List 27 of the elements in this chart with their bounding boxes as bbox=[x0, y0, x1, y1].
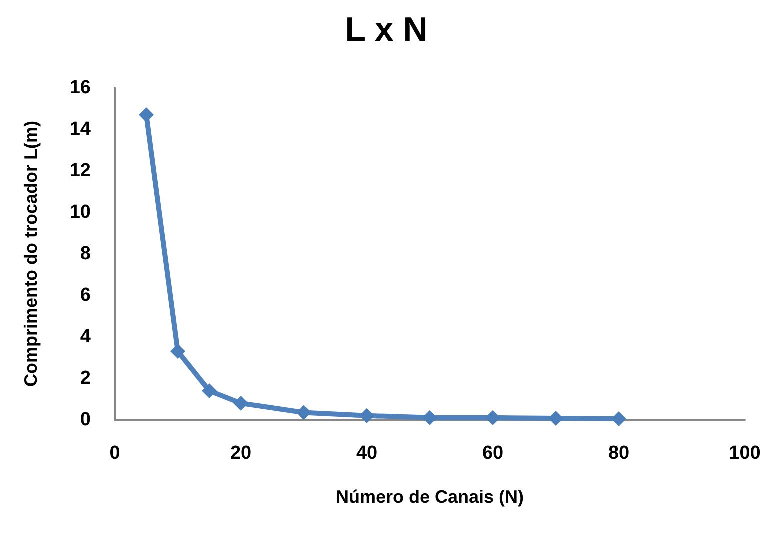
point bbox=[360, 408, 374, 424]
y-tick-label: 16 bbox=[70, 78, 91, 98]
point bbox=[202, 383, 217, 398]
y-tick-label: 10 bbox=[70, 202, 91, 223]
y-tick-label: 2 bbox=[80, 368, 91, 389]
x-tick-label: 100 bbox=[729, 443, 761, 464]
point bbox=[422, 410, 438, 426]
chart-title: L x N bbox=[345, 11, 428, 49]
y-tick-label: 0 bbox=[80, 410, 91, 430]
x-tick-label: 20 bbox=[230, 443, 252, 464]
x-tick-label: 60 bbox=[482, 443, 504, 464]
point bbox=[234, 396, 248, 411]
y-tick-label: 14 bbox=[70, 119, 92, 140]
point bbox=[612, 411, 626, 426]
y-axis-title: Comprimento do trocador L(m) bbox=[21, 121, 41, 387]
x-tick-label: 40 bbox=[356, 443, 378, 464]
y-tick-label: 4 bbox=[80, 326, 92, 348]
y-tick-label: 6 bbox=[80, 285, 91, 306]
point bbox=[296, 405, 312, 420]
x-tick-label: 80 bbox=[608, 443, 630, 464]
y-tick-label: 12 bbox=[70, 160, 91, 182]
y-tick-label: 8 bbox=[80, 244, 91, 264]
point bbox=[486, 410, 500, 426]
point bbox=[170, 344, 186, 360]
x-tick-label: 0 bbox=[110, 443, 120, 464]
point bbox=[139, 107, 154, 122]
x-axis-title: Número de Canais (N) bbox=[336, 487, 524, 507]
